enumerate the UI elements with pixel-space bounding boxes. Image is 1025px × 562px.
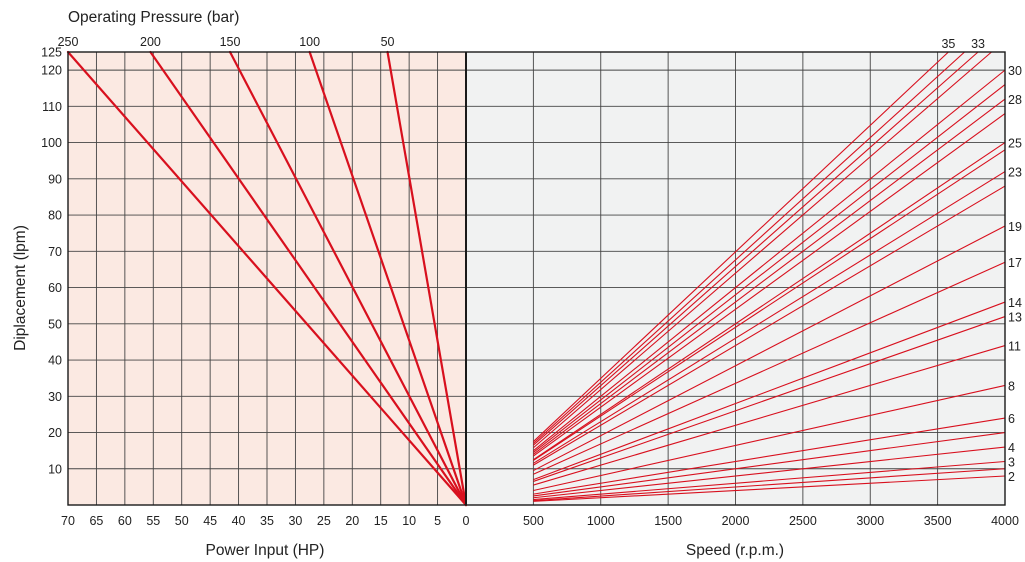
left-x-axis-title: Power Input (HP) [206,542,325,559]
right-x-tick-label: 4000 [991,514,1019,528]
speed-line-35 [532,51,949,442]
pressure-line-100 [308,50,468,507]
y-tick-label: 100 [41,136,62,150]
left-x-tick-label: 15 [374,514,388,528]
speed-line-unlabeled [533,149,1006,461]
left-x-tick-label: 40 [232,514,246,528]
displacement-label-30: 30 [1008,64,1022,78]
speed-line-25 [533,142,1006,461]
speed-line-unlabeled [533,51,992,449]
y-tick-label: 125 [41,46,62,60]
left-x-tick-label: 10 [402,514,416,528]
speed-line-17 [533,261,1006,475]
speed-line-3 [533,460,1006,501]
speed-line-unlabeled [533,51,965,444]
speed-line-unlabeled [533,113,1006,457]
pressure-line-250 [66,50,468,507]
speed-line-2 [533,475,1006,502]
y-tick-label: 50 [48,317,62,331]
left-x-tick-label: 70 [61,514,75,528]
speed-line-6 [533,417,1006,495]
y-tick-label: 120 [41,64,62,78]
speed-line-23 [533,171,1006,464]
left-x-tick-label: 0 [463,514,470,528]
right-x-axis-title: Speed (r.p.m.) [686,542,784,559]
speed-line-unlabeled [533,431,1006,497]
y-tick-label: 90 [48,172,62,186]
right-x-tick-label: 1500 [654,514,682,528]
speed-line-8 [533,384,1006,492]
grid-lines [67,52,1006,505]
displacement-label-4: 4 [1008,441,1015,455]
pressure-line-150 [228,50,468,507]
left-x-tick-label: 35 [260,514,274,528]
displacement-label-35: 35 [941,37,955,51]
plot-frame [67,51,1006,506]
pressure-line-50 [386,50,468,507]
y-tick-label: 110 [42,100,62,114]
displacement-label-13: 13 [1008,311,1022,325]
y-axis-title: Diplacement (lpm) [12,225,29,351]
speed-line-14 [533,301,1006,481]
speed-line-30 [533,69,1006,452]
displacement-label-8: 8 [1008,379,1015,393]
right-x-tick-label: 2500 [789,514,817,528]
speed-line-11 [533,345,1006,486]
outer-frame [67,51,1006,506]
displacement-label-33: 33 [971,37,985,51]
displacement-label-6: 6 [1008,412,1015,426]
y-tick-label: 10 [48,462,62,476]
pressure-label-250: 250 [58,35,79,49]
pressure-label-150: 150 [220,35,241,49]
right-x-tick-label: 500 [523,514,544,528]
right-x-tick-label: 3000 [856,514,884,528]
displacement-label-14: 14 [1008,296,1022,310]
displacement-label-17: 17 [1008,256,1022,270]
left-x-tick-label: 55 [146,514,160,528]
displacement-label-3: 3 [1008,456,1015,470]
pressure-label-100: 100 [299,35,320,49]
y-tick-label: 20 [48,426,62,440]
speed-line-unlabeled [533,468,1006,502]
pressure-line-200 [149,50,468,507]
right-x-tick-label: 2000 [722,514,750,528]
y-tick-label: 30 [48,390,62,404]
displacement-label-2: 2 [1008,470,1015,484]
speed-line-28 [533,98,1006,455]
right-x-tick-label: 3500 [924,514,952,528]
displacement-label-19: 19 [1008,220,1022,234]
speed-line-unlabeled [533,84,1006,453]
left-x-tick-label: 65 [89,514,103,528]
series-lines [66,50,1006,507]
left-x-tick-label: 25 [317,514,331,528]
left-x-tick-label: 45 [203,514,217,528]
displacement-label-28: 28 [1008,93,1022,107]
left-x-tick-label: 5 [434,514,441,528]
left-x-tick-label: 20 [345,514,359,528]
speed-line-13 [533,316,1006,482]
y-tick-label: 40 [48,354,62,368]
speed-line-4 [533,446,1006,499]
displacement-label-25: 25 [1008,137,1022,151]
speed-line-33 [533,51,979,446]
pressure-label-200: 200 [140,35,161,49]
tick-labels: 250 200 150 100 5023468111314171923252830333… [41,35,1022,528]
top-axis-title: Operating Pressure (bar) [68,9,239,26]
left-x-tick-label: 30 [288,514,302,528]
y-tick-label: 70 [48,245,62,259]
y-tick-label: 80 [48,209,62,223]
displacement-label-11: 11 [1008,340,1021,354]
speed-line-unlabeled [533,185,1006,466]
speed-line-19 [533,225,1006,472]
left-x-tick-label: 50 [175,514,189,528]
y-tick-label: 60 [48,281,62,295]
displacement-label-23: 23 [1008,166,1022,180]
right-x-tick-label: 1000 [587,514,615,528]
pressure-label-50: 50 [381,35,395,49]
left-x-tick-label: 60 [118,514,132,528]
